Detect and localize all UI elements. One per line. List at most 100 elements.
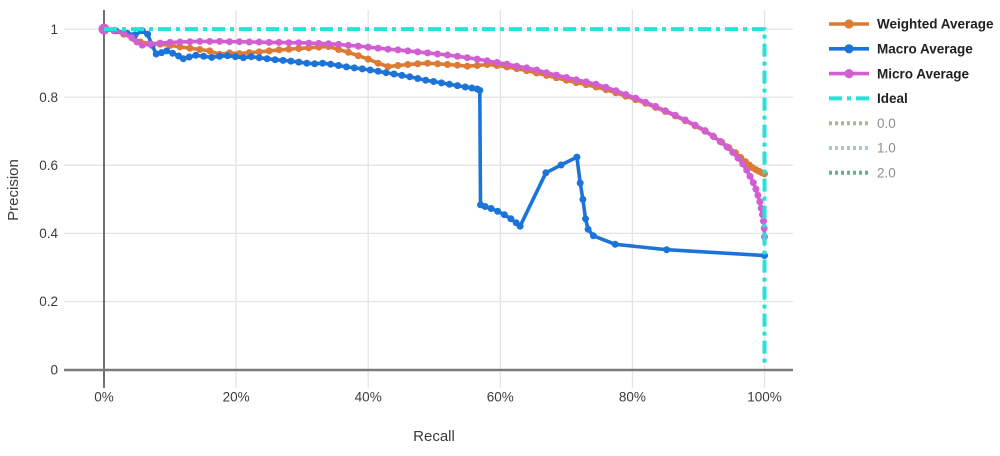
y-axis-title: Precision (5, 159, 22, 221)
data-point-micro-average (255, 38, 263, 46)
data-point-micro-average (754, 191, 762, 199)
data-point-macro-average (507, 215, 515, 223)
data-point-weighted-average (463, 62, 471, 70)
data-point-macro-average (557, 161, 565, 169)
data-point-micro-average (325, 40, 333, 48)
data-point-micro-average (186, 38, 194, 46)
data-point-weighted-average (196, 46, 204, 53)
series-line-weighted-average (102, 27, 767, 176)
data-point-micro-average (543, 69, 550, 77)
data-point-macro-average (311, 60, 319, 68)
data-point-micro-average (592, 80, 600, 88)
legend-label-ideal: Ideal (877, 91, 908, 106)
data-point-weighted-average (255, 48, 263, 56)
data-point-micro-average (463, 54, 471, 62)
legend-item-weighted-average[interactable]: Weighted Average (829, 17, 994, 32)
data-point-micro-average (335, 40, 342, 48)
x-tick-label: 60% (487, 390, 514, 405)
data-point-micro-average (245, 38, 253, 46)
data-point-macro-average (231, 53, 239, 61)
data-point-macro-average (144, 30, 152, 38)
data-point-macro-average (500, 211, 508, 219)
data-point-weighted-average (186, 44, 194, 52)
data-point-weighted-average (453, 61, 461, 69)
legend-item-ideal[interactable]: Ideal (829, 91, 908, 106)
legend-item-2-0[interactable]: 2.0 (829, 166, 896, 181)
data-point-micro-average (206, 37, 214, 45)
data-point-micro-average (216, 37, 224, 45)
data-point-macro-average (516, 222, 524, 230)
legend-item-0-0[interactable]: 0.0 (829, 116, 896, 131)
data-point-macro-average (163, 47, 171, 55)
data-point-micro-average (743, 166, 751, 174)
data-point-micro-average (285, 39, 293, 47)
data-point-micro-average (295, 39, 303, 47)
data-point-micro-average (523, 64, 531, 72)
data-point-macro-average (216, 52, 224, 60)
legend-label-micro-average: Micro Average (877, 66, 970, 81)
data-point-micro-average (374, 44, 382, 52)
data-point-micro-average (444, 51, 451, 59)
data-point-micro-average (384, 45, 392, 53)
series-micro-average (98, 23, 768, 241)
data-point-macro-average (663, 246, 671, 254)
data-point-micro-average (756, 198, 764, 206)
data-point-macro-average (366, 66, 374, 74)
data-point-macro-average (582, 215, 589, 223)
data-point-micro-average (138, 41, 146, 49)
data-point-macro-average (179, 55, 187, 63)
data-point-macro-average (200, 52, 208, 60)
y-tick-label: 1 (50, 22, 58, 37)
data-point-micro-average (572, 76, 580, 84)
x-tick-label: 40% (355, 390, 382, 405)
legend-item-micro-average[interactable]: Micro Average (829, 66, 970, 81)
data-point-weighted-average (414, 60, 422, 68)
data-point-micro-average (265, 38, 273, 46)
data-point-weighted-average (473, 62, 481, 69)
data-point-micro-average (632, 94, 640, 102)
data-point-micro-average (275, 38, 283, 46)
data-point-macro-average (295, 58, 303, 66)
series-ideal (104, 27, 767, 365)
y-tick-label: 0 (50, 362, 58, 377)
data-point-micro-average (552, 71, 560, 79)
data-point-macro-average (438, 79, 445, 87)
data-point-weighted-average (335, 46, 342, 53)
data-point-macro-average (390, 70, 398, 78)
x-tick-label: 100% (747, 390, 782, 405)
data-point-micro-average (166, 38, 174, 46)
data-point-macro-average (263, 55, 271, 63)
data-point-weighted-average (364, 55, 372, 63)
y-tick-label: 0.2 (39, 294, 58, 309)
data-point-micro-average (729, 148, 737, 156)
data-point-micro-average (681, 116, 689, 124)
legend-item-1-0[interactable]: 1.0 (829, 141, 896, 156)
data-point-macro-average (239, 54, 247, 62)
data-point-micro-average (723, 143, 731, 151)
data-point-micro-average (305, 39, 313, 47)
data-point-macro-average (303, 59, 311, 67)
data-point-micro-average (473, 55, 481, 63)
data-point-weighted-average (206, 47, 214, 55)
data-point-micro-average (434, 50, 442, 58)
data-point-weighted-average (176, 43, 184, 51)
data-point-macro-average (255, 54, 263, 62)
data-point-micro-average (752, 185, 760, 193)
data-point-macro-average (327, 60, 335, 68)
data-point-micro-average (146, 40, 154, 48)
data-point-micro-average (746, 172, 754, 180)
data-point-macro-average (374, 67, 382, 75)
data-point-micro-average (133, 38, 141, 46)
legend-marker-micro-average (844, 69, 854, 79)
legend-label-1-0: 1.0 (877, 141, 896, 156)
data-point-micro-average (414, 48, 422, 56)
data-point-weighted-average (444, 61, 451, 68)
data-point-macro-average (152, 50, 160, 58)
data-point-macro-average (487, 205, 495, 212)
data-point-micro-average (533, 66, 541, 74)
data-point-weighted-average (394, 62, 402, 69)
legend-item-macro-average[interactable]: Macro Average (829, 42, 973, 57)
data-point-micro-average (739, 160, 747, 168)
data-point-macro-average (611, 240, 619, 248)
